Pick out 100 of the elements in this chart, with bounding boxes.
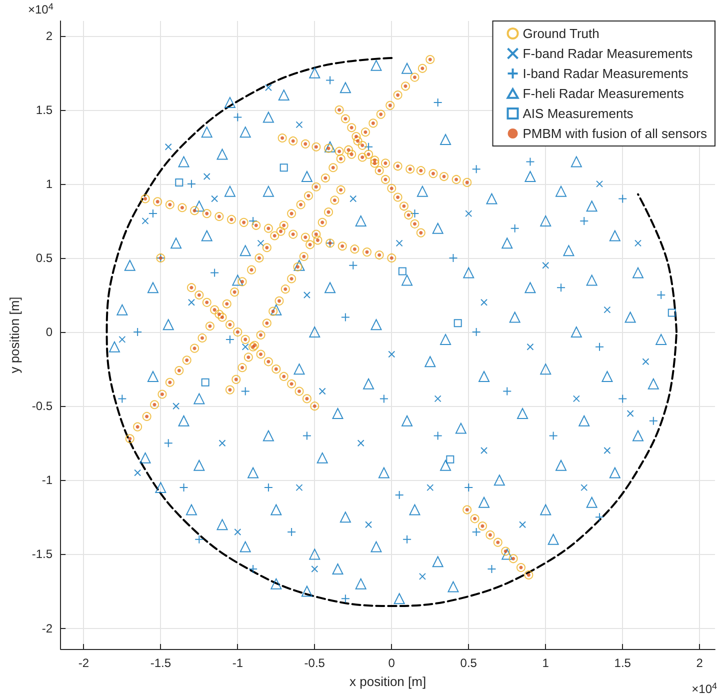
point xyxy=(186,179,196,188)
point xyxy=(148,209,158,218)
point xyxy=(248,564,258,574)
point xyxy=(418,572,426,580)
point xyxy=(142,217,149,224)
point xyxy=(264,84,272,92)
point xyxy=(434,395,442,402)
point xyxy=(203,173,210,180)
point xyxy=(398,267,406,276)
x-tick-label: 1.5 xyxy=(614,656,632,670)
point xyxy=(510,224,520,233)
point xyxy=(465,210,472,218)
point xyxy=(172,402,180,410)
y-tick-label: -1 xyxy=(42,473,53,488)
point xyxy=(357,440,364,447)
point xyxy=(311,566,318,573)
point xyxy=(626,410,634,417)
point xyxy=(548,431,558,440)
point xyxy=(225,334,234,344)
point xyxy=(433,431,442,440)
point xyxy=(302,431,312,440)
y-tick-label: 1.5 xyxy=(36,102,53,117)
point xyxy=(388,350,396,358)
point xyxy=(572,395,580,402)
point xyxy=(556,283,566,292)
point xyxy=(480,298,488,306)
point xyxy=(194,534,204,544)
point xyxy=(448,253,458,262)
point xyxy=(394,490,404,500)
x-tick-label: 2 xyxy=(696,656,704,670)
y-tick-label: 2 xyxy=(46,28,53,43)
legend-label: PMBM with fusion of all sensors xyxy=(522,126,708,141)
point xyxy=(248,216,258,226)
point xyxy=(280,164,288,172)
point xyxy=(648,416,658,426)
legend-label: AIS Measurements xyxy=(522,106,634,121)
point xyxy=(179,483,188,492)
point xyxy=(464,483,474,492)
point xyxy=(410,209,420,218)
point xyxy=(502,386,512,396)
point xyxy=(118,394,127,404)
point xyxy=(526,157,535,166)
x-tick-label: -1.5 xyxy=(150,656,172,670)
point xyxy=(296,121,303,128)
point xyxy=(642,358,650,366)
point xyxy=(340,594,350,604)
x-tick-label: -2 xyxy=(78,656,90,670)
point xyxy=(218,440,226,447)
point xyxy=(240,386,250,396)
point xyxy=(595,512,604,522)
point xyxy=(472,527,481,536)
x-tick-label: -1 xyxy=(232,656,244,670)
point xyxy=(257,240,264,247)
y-tick-label: -2 xyxy=(42,621,53,636)
point xyxy=(618,394,628,404)
point xyxy=(134,469,142,476)
point xyxy=(526,343,534,350)
y-tick-label: 1 xyxy=(46,176,53,191)
y-tick-label: -0.5 xyxy=(32,399,53,414)
legend-label: Ground Truth xyxy=(522,26,600,41)
legend-label: F-band Radar Measurements xyxy=(522,46,694,61)
point xyxy=(396,240,403,247)
y-tick-label: 0.5 xyxy=(36,250,53,265)
point xyxy=(164,438,173,448)
y-axis-title: y position [m] xyxy=(7,296,22,374)
point xyxy=(364,142,374,152)
point xyxy=(604,306,611,314)
point xyxy=(118,336,126,343)
point xyxy=(318,388,326,395)
point xyxy=(472,328,481,337)
point xyxy=(188,298,195,306)
point xyxy=(426,484,434,492)
x-tick-label: 0.5 xyxy=(460,656,478,670)
point xyxy=(264,483,273,492)
point xyxy=(350,195,357,202)
point xyxy=(326,76,335,85)
y-tick-label: 0 xyxy=(46,325,53,340)
point xyxy=(340,312,350,322)
point xyxy=(596,180,604,188)
x-axis-title: x position [m] xyxy=(349,674,426,689)
point xyxy=(133,328,142,337)
point xyxy=(595,342,604,352)
point xyxy=(580,216,589,226)
x-tick-label: 1 xyxy=(542,656,550,670)
point xyxy=(234,528,242,536)
point xyxy=(175,178,184,186)
point xyxy=(242,343,249,350)
x-tick-label: 0 xyxy=(388,656,396,670)
point xyxy=(303,292,310,299)
point xyxy=(634,240,642,247)
point xyxy=(233,112,242,122)
point xyxy=(604,447,611,454)
legend-label: F-heli Radar Measurements xyxy=(522,86,684,101)
point xyxy=(487,564,496,574)
point xyxy=(211,195,218,202)
point xyxy=(379,394,388,404)
point xyxy=(656,290,666,300)
point xyxy=(480,447,488,454)
point xyxy=(454,319,462,328)
point xyxy=(433,98,442,107)
